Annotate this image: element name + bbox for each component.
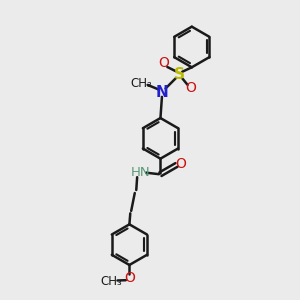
Text: N: N: [156, 85, 168, 100]
Text: CH₃: CH₃: [130, 76, 152, 90]
Text: HN: HN: [130, 166, 150, 179]
Text: O: O: [175, 157, 186, 171]
Text: O: O: [185, 82, 196, 95]
Text: O: O: [158, 56, 169, 70]
Text: CH₃: CH₃: [100, 275, 122, 288]
Text: S: S: [174, 67, 185, 82]
Text: O: O: [124, 271, 135, 284]
